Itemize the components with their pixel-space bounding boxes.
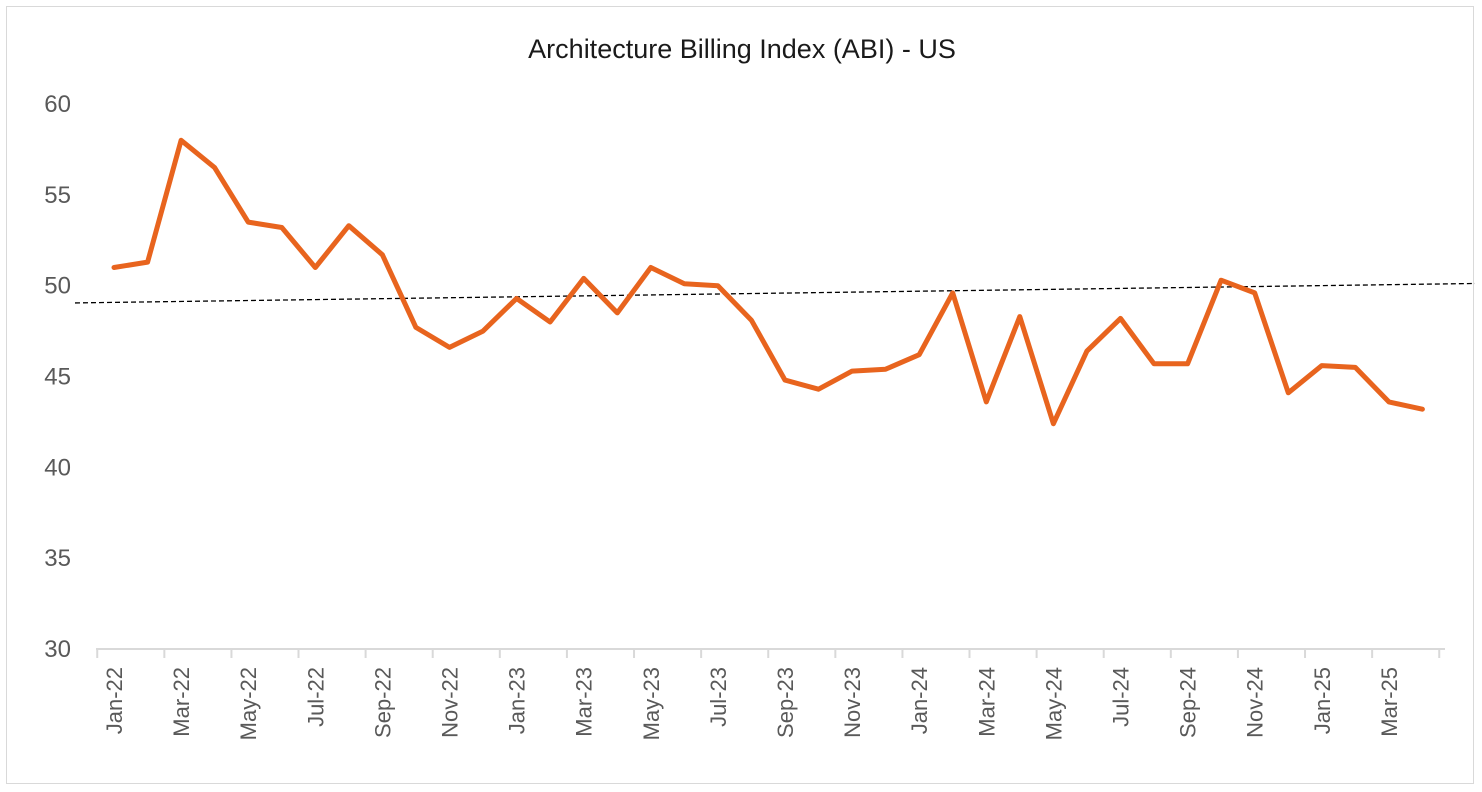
chart-frame: Architecture Billing Index (ABI) - US 30…	[6, 6, 1475, 784]
x-tick-label-Nov-22: Nov-22	[438, 667, 463, 738]
x-tick-label-Nov-23: Nov-23	[840, 667, 865, 738]
y-tick-label-50: 50	[44, 273, 71, 300]
data-point-Sep-23	[783, 378, 788, 383]
x-tick-label-Jul-24: Jul-24	[1109, 667, 1134, 727]
data-point-Oct-22	[413, 325, 418, 330]
data-point-Sep-24	[1185, 361, 1190, 366]
data-point-Jul-24	[1118, 316, 1123, 321]
data-point-Jul-23	[715, 283, 720, 288]
data-point-Jun-24	[1084, 349, 1089, 354]
data-point-Dec-24	[1286, 390, 1291, 395]
data-point-Apr-22	[212, 165, 217, 170]
chart-title: Architecture Billing Index (ABI) - US	[528, 34, 956, 64]
trendline-layer	[74, 282, 1475, 304]
x-tick-label-Jul-23: Jul-23	[706, 667, 731, 727]
y-tick-label-30: 30	[44, 636, 71, 663]
data-point-Mar-23	[581, 276, 586, 281]
data-point-Nov-24	[1252, 290, 1257, 295]
data-point-Apr-25	[1420, 407, 1425, 412]
y-tick-label-55: 55	[44, 182, 71, 209]
x-tick-label-Nov-24: Nov-24	[1243, 667, 1268, 738]
trendline	[74, 282, 1475, 304]
data-point-May-22	[246, 220, 251, 225]
data-point-Jan-23	[514, 296, 519, 301]
data-point-Feb-22	[145, 260, 150, 265]
data-point-Aug-23	[749, 318, 754, 323]
y-tick-label-35: 35	[44, 545, 71, 572]
data-point-Apr-23	[615, 310, 620, 315]
x-tick-label-Jan-23: Jan-23	[505, 667, 530, 734]
y-tick-label-40: 40	[44, 454, 71, 481]
data-point-May-23	[648, 265, 653, 270]
x-tick-label-May-23: May-23	[639, 667, 664, 740]
x-tick-label-Jul-22: Jul-22	[303, 667, 328, 727]
data-point-Oct-23	[816, 387, 821, 392]
data-point-Feb-23	[548, 320, 553, 325]
data-point-May-24	[1051, 421, 1056, 426]
data-point-Aug-24	[1152, 361, 1157, 366]
x-tick-label-Jan-24: Jan-24	[907, 667, 932, 734]
data-point-Oct-24	[1219, 278, 1224, 283]
data-point-Nov-23	[850, 369, 855, 374]
abi-line-chart: Architecture Billing Index (ABI) - US 30…	[44, 34, 1475, 740]
data-point-Feb-24	[950, 290, 955, 295]
data-point-Jul-22	[313, 265, 318, 270]
y-axis: 30 35 40 45 50 55 60	[44, 91, 71, 663]
data-point-Nov-22	[447, 345, 452, 350]
data-point-Sep-22	[380, 252, 385, 257]
x-tick-label-Mar-23: Mar-23	[572, 667, 597, 737]
data-point-Jan-25	[1319, 363, 1324, 368]
x-tick-label-Mar-24: Mar-24	[974, 667, 999, 737]
y-tick-label-45: 45	[44, 364, 71, 391]
data-point-Mar-22	[179, 138, 184, 143]
x-tick-label-May-24: May-24	[1041, 667, 1066, 740]
x-axis: Jan-22 Mar-22 May-22 Jul-22 Sep-22 Nov-22 Jan-…	[96, 648, 1445, 740]
x-tick-label-Jan-25: Jan-25	[1310, 667, 1335, 734]
x-tick-label-Mar-25: Mar-25	[1377, 667, 1402, 737]
x-tick-label-Mar-22: Mar-22	[169, 667, 194, 737]
data-point-Feb-25	[1353, 365, 1358, 370]
x-tick-label-Sep-23: Sep-23	[773, 667, 798, 738]
x-tick-label-May-22: May-22	[236, 667, 261, 740]
series-layer	[111, 137, 1425, 427]
data-point-Jun-22	[279, 225, 284, 230]
data-point-Mar-24	[984, 399, 989, 404]
data-point-Jun-23	[682, 281, 687, 286]
x-tick-label-Jan-22: Jan-22	[102, 667, 127, 734]
data-point-Dec-22	[481, 329, 486, 334]
data-point-Jan-22	[112, 265, 117, 270]
y-tick-label-60: 60	[44, 91, 71, 118]
data-point-Jan-24	[917, 352, 922, 357]
series-line-abi	[111, 137, 1425, 427]
data-point-Mar-25	[1386, 399, 1391, 404]
data-point-Dec-23	[883, 367, 888, 372]
data-point-Aug-22	[346, 223, 351, 228]
data-point-Apr-24	[1017, 314, 1022, 319]
x-tick-label-Sep-24: Sep-24	[1176, 667, 1201, 738]
x-tick-label-Sep-22: Sep-22	[370, 667, 395, 738]
